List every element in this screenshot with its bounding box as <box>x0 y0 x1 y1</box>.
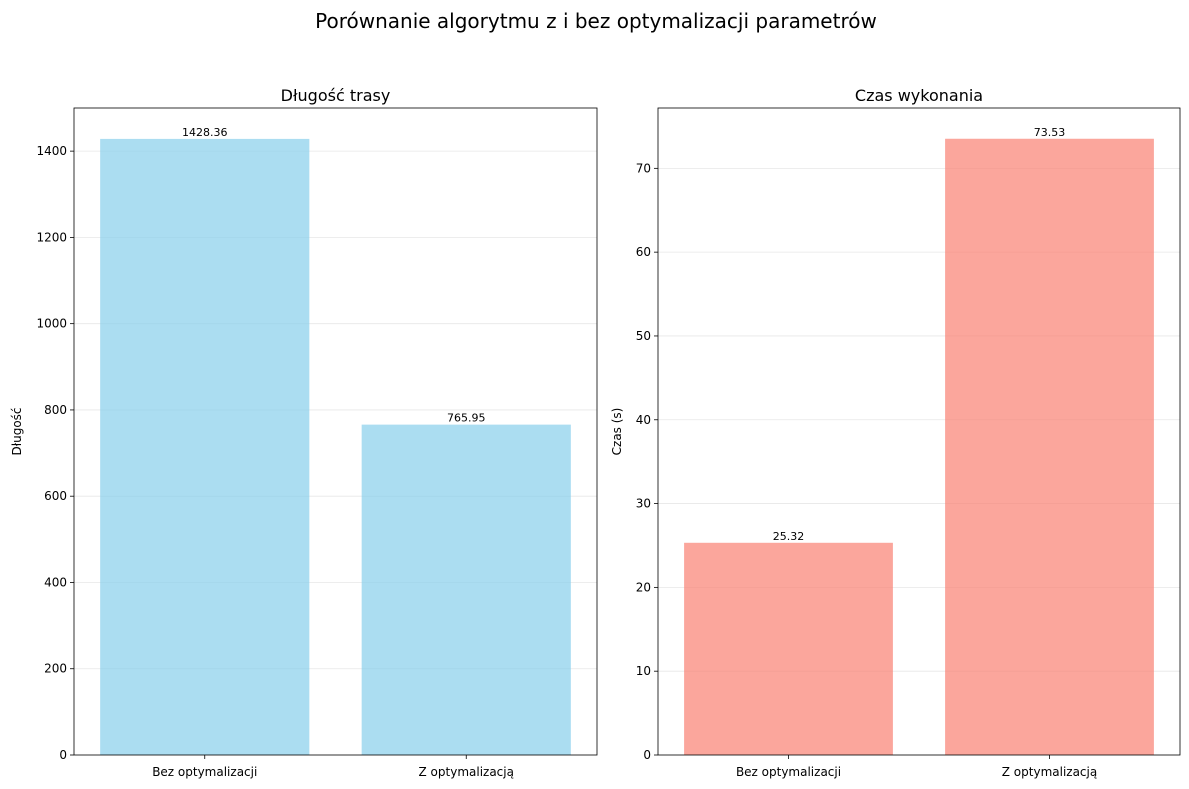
chart-2-data-label-2: 73.53 <box>1034 126 1066 139</box>
chart-2-data-label-1: 25.32 <box>773 530 805 543</box>
chart-2-ytick-label-3: 30 <box>636 497 651 511</box>
chart-1: 1428.36 Bez optymalizacji 765.95 Z optymali… <box>10 86 598 779</box>
chart-1-bar-2[interactable] <box>361 424 571 755</box>
chart-1-data-label-2: 765.95 <box>447 412 486 425</box>
chart-2-ylabel: Czas (s) <box>610 408 624 456</box>
chart-2-ytick-label-7: 70 <box>636 161 651 175</box>
chart-1-ytick-label-7: 1400 <box>36 144 67 158</box>
chart-2-ytick-label-0: 0 <box>643 748 651 762</box>
chart-1-bar-1[interactable] <box>100 138 310 755</box>
chart-1-ytick-label-1: 200 <box>44 662 67 676</box>
chart-2-bar-1[interactable] <box>684 542 893 755</box>
chart-1-data-label-1: 1428.36 <box>182 126 228 139</box>
chart-2-ytick-label-1: 10 <box>636 664 651 678</box>
chart-1-ytick-label-0: 0 <box>59 748 67 762</box>
chart-1-ytick-label-4: 800 <box>44 403 67 417</box>
figure-title: Porównanie algorytmu z i bez optymalizac… <box>315 9 877 33</box>
chart-2-ytick-label-2: 20 <box>636 580 651 594</box>
chart-2-axes-frame <box>657 107 1181 756</box>
chart-2-xtick-label-2: Z optymalizacją <box>1002 765 1097 779</box>
chart-2-ytick-label-4: 40 <box>636 413 651 427</box>
chart-1-ytick-label-6: 1200 <box>36 230 67 244</box>
chart-2: 25.32 Bez optymalizacji 73.53 Z optymalizac… <box>610 86 1181 779</box>
chart-2-bar-2[interactable] <box>945 138 1154 756</box>
chart-1-axes-frame <box>73 107 598 756</box>
chart-1-xtick-label-2: Z optymalizacją <box>419 765 514 779</box>
chart-1-ytick-label-2: 400 <box>44 575 67 589</box>
chart-2-ytick-label-6: 60 <box>636 245 651 259</box>
chart-2-xtick-label-1: Bez optymalizacji <box>736 765 841 779</box>
chart-2-title: Czas wykonania <box>855 86 983 105</box>
chart-2-ytick-label-5: 50 <box>636 329 651 343</box>
chart-1-ylabel: Długość <box>10 407 24 455</box>
chart-1-xtick-label-1: Bez optymalizacji <box>152 765 257 779</box>
chart-1-title: Długość trasy <box>281 86 391 105</box>
chart-1-ytick-label-3: 600 <box>44 489 67 503</box>
chart-1-ytick-label-5: 1000 <box>36 317 67 331</box>
